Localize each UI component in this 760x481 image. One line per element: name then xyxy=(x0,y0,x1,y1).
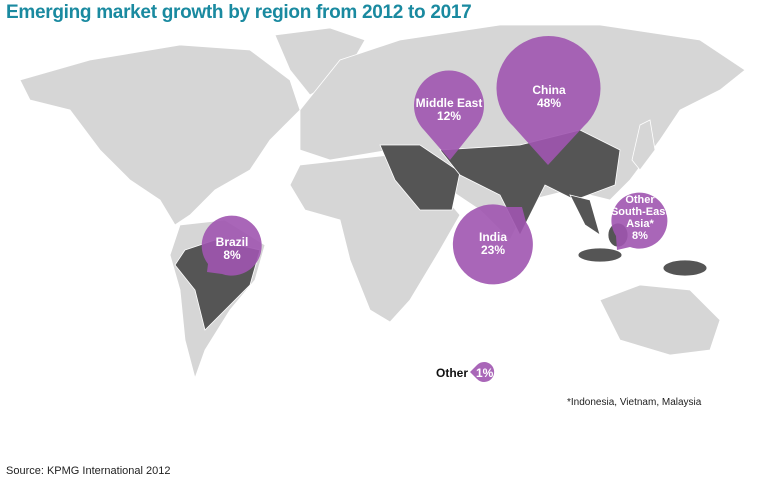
footnote: *Indonesia, Vietnam, Malaysia xyxy=(567,397,702,408)
south-east-asia-region xyxy=(569,194,601,236)
north-america xyxy=(19,44,301,226)
region-name: Middle East xyxy=(415,96,483,110)
region-name: China xyxy=(532,83,566,97)
india-bubble xyxy=(452,204,533,285)
other-label: Other xyxy=(436,366,469,380)
japan xyxy=(631,119,656,171)
region-value: 23% xyxy=(480,243,506,257)
other-bubble xyxy=(470,362,495,383)
china-bubble xyxy=(496,36,601,165)
region-name: Other South-East Asia* xyxy=(610,194,670,230)
region-value: 8% xyxy=(632,230,648,242)
papua-region xyxy=(662,259,708,277)
source-note: Source: KPMG International 2012 xyxy=(6,465,171,477)
region-value: 12% xyxy=(436,109,462,123)
brazil-bubble xyxy=(201,215,262,276)
region-value: 48% xyxy=(536,96,562,110)
brazil-label: Brazil 8% xyxy=(216,236,249,262)
chart-title: Emerging market growth by region from 20… xyxy=(6,2,472,23)
south-east-asia-label: Other South-East Asia* 8% xyxy=(610,194,670,242)
middle-east-label: Middle East 12% xyxy=(416,97,483,123)
south-east-asia-bubble xyxy=(611,192,668,250)
middle-east-region xyxy=(379,144,461,211)
region-value: 8% xyxy=(223,248,241,262)
region-name: India xyxy=(478,230,508,244)
indonesia-region xyxy=(577,247,623,263)
india-label: India 23% xyxy=(479,231,507,257)
china-label: China 48% xyxy=(532,84,565,110)
other-value: 1% xyxy=(476,366,494,380)
region-name: Brazil xyxy=(215,235,249,249)
middle-east-bubble xyxy=(414,70,484,160)
australia xyxy=(599,284,721,356)
